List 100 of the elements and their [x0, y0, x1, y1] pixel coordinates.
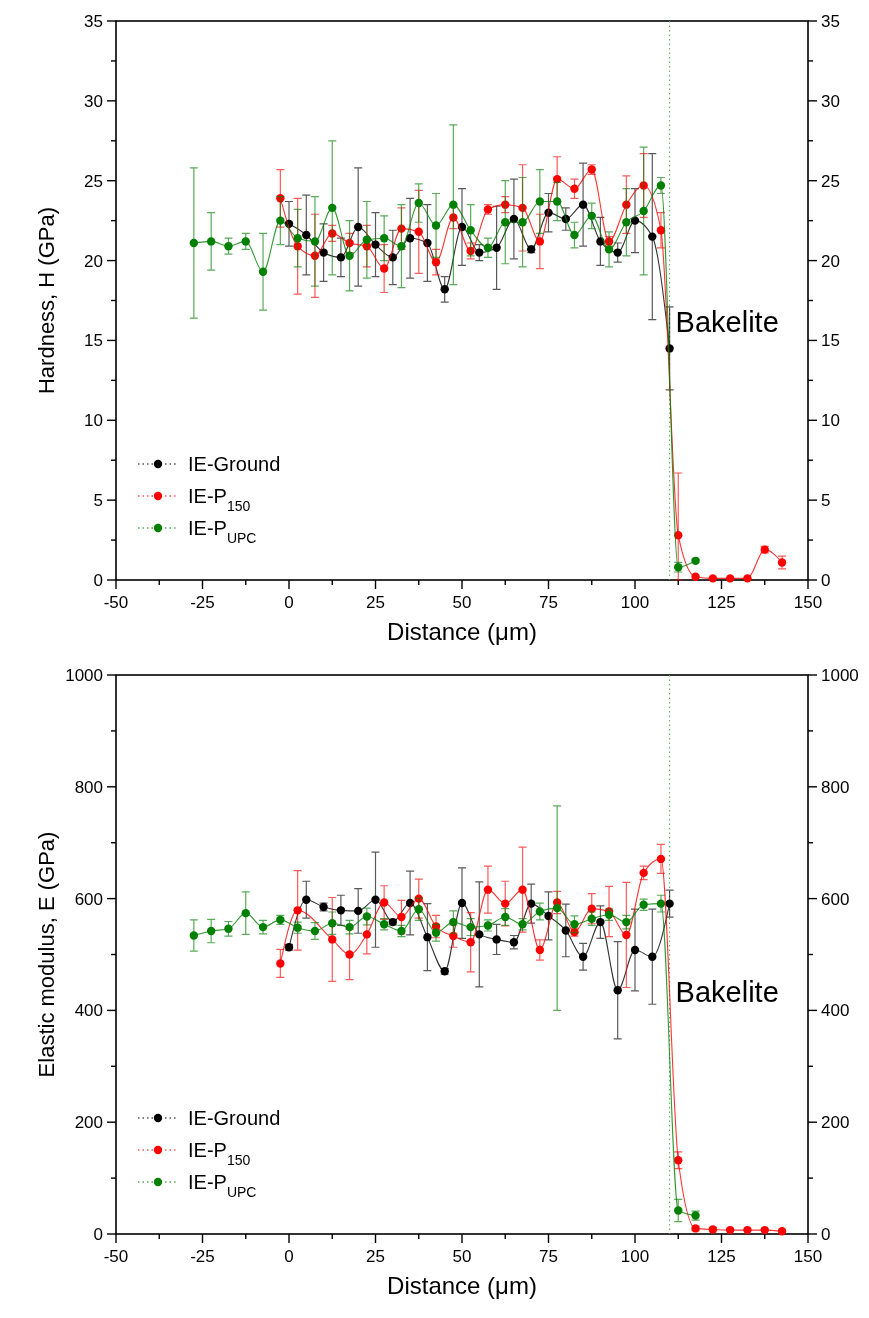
point	[397, 224, 406, 233]
point	[293, 906, 302, 915]
point	[466, 226, 475, 235]
point	[475, 248, 484, 257]
point	[449, 200, 458, 209]
x-tick-label: 150	[793, 593, 823, 612]
point	[492, 243, 501, 252]
x-tick-label: 25	[366, 1247, 385, 1266]
point	[328, 229, 337, 238]
x-tick-label: 25	[366, 593, 385, 612]
x-tick-label: 0	[284, 1247, 294, 1266]
x-tick-label: 150	[793, 1247, 823, 1266]
point	[570, 184, 579, 193]
point	[570, 920, 579, 929]
point	[501, 899, 510, 908]
x-axis-title: Distance (μm)	[387, 1272, 537, 1299]
legend-label: IE-Ground	[188, 1107, 281, 1129]
point	[501, 218, 510, 227]
y-tick-label: 200	[74, 1113, 103, 1133]
point	[414, 894, 423, 903]
y2-tick-label: 800	[821, 777, 850, 797]
point	[189, 238, 199, 248]
point	[293, 234, 302, 243]
point	[354, 222, 363, 232]
y2-tick-label: 10	[821, 411, 840, 431]
point	[310, 926, 320, 936]
point	[535, 907, 545, 916]
y2-tick-label: 5	[821, 491, 831, 511]
y2-tick-label: 600	[821, 889, 850, 909]
point	[656, 899, 666, 908]
point	[466, 938, 475, 947]
point	[492, 935, 501, 944]
x-tick-label: 125	[707, 1247, 736, 1266]
point	[475, 930, 484, 939]
point	[483, 243, 493, 252]
point	[743, 574, 752, 583]
point	[639, 181, 648, 190]
point	[613, 248, 622, 257]
legend-label: IE-P$_{UPC}$	[188, 1171, 257, 1200]
point	[587, 904, 596, 913]
y-tick-label: 15	[84, 331, 103, 351]
y2-tick-label: 15	[821, 331, 840, 351]
x-tick-label: 75	[539, 593, 558, 612]
point	[397, 912, 406, 922]
point	[241, 237, 250, 246]
point	[431, 221, 441, 230]
point	[379, 898, 389, 907]
point	[639, 206, 648, 216]
point	[777, 1227, 787, 1236]
point	[570, 230, 579, 240]
point	[362, 912, 372, 921]
y2-tick-label: 0	[821, 571, 831, 590]
point	[604, 245, 614, 254]
point	[596, 917, 605, 927]
point	[414, 905, 423, 914]
x-tick-label: 0	[284, 593, 294, 612]
point	[449, 931, 458, 941]
point	[466, 922, 475, 932]
point	[336, 253, 346, 262]
point	[414, 227, 423, 237]
legend-label: IE-Ground	[188, 453, 281, 475]
point	[328, 203, 337, 213]
point	[674, 1156, 683, 1165]
point	[622, 930, 631, 940]
point	[743, 1225, 752, 1235]
point	[587, 914, 596, 923]
point	[414, 198, 423, 208]
x-tick-label: -25	[190, 1247, 215, 1266]
point	[466, 246, 475, 256]
x-tick-label: 75	[539, 1247, 558, 1266]
point	[725, 574, 735, 583]
point	[648, 952, 657, 961]
point	[501, 200, 510, 209]
point	[276, 216, 285, 225]
point	[613, 986, 622, 995]
point	[578, 200, 588, 209]
point	[449, 213, 458, 222]
y2-tick-label: 35	[821, 12, 840, 31]
y2-tick-label: 20	[821, 251, 840, 271]
point	[362, 235, 372, 245]
point	[206, 926, 216, 936]
point	[310, 251, 320, 260]
point	[310, 237, 320, 246]
point	[354, 906, 363, 916]
point	[518, 218, 527, 227]
point	[509, 938, 519, 947]
point	[431, 928, 441, 937]
x-tick-label: 125	[707, 593, 736, 612]
y-tick-label: 10	[84, 411, 103, 431]
y2-tick-label: 25	[821, 171, 840, 191]
y-tick-label: 35	[84, 12, 103, 31]
point	[587, 211, 596, 221]
point	[293, 242, 302, 251]
x-axis-title: Distance (μm)	[387, 618, 537, 645]
y2-tick-label: 400	[821, 1001, 850, 1021]
legend-label: IE-P$_{150}$	[188, 1139, 251, 1168]
legend-label: IE-P$_{UPC}$	[188, 517, 257, 546]
y-tick-label: 0	[93, 571, 103, 590]
point	[189, 931, 199, 940]
y2-tick-label: 30	[821, 91, 840, 111]
